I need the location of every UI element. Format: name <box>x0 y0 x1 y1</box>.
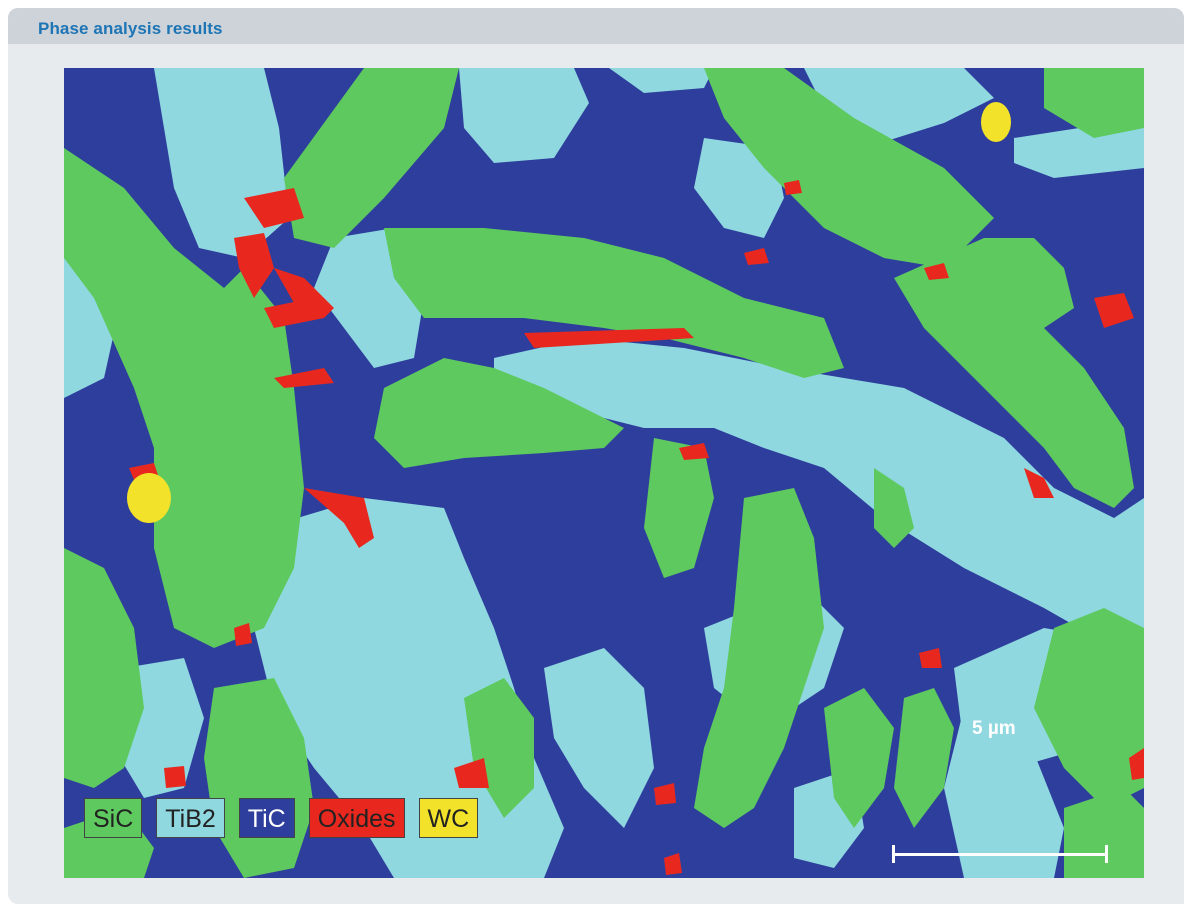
legend-sic: SiC <box>84 798 143 838</box>
panel-title: Phase analysis results <box>38 19 223 38</box>
oxide-regions <box>129 180 1144 875</box>
phase-map-illustration <box>64 68 1144 878</box>
wc-regions <box>127 102 1011 523</box>
legend-oxides: Oxides <box>308 798 405 838</box>
phase-legend: SiC TiB2 TiC Oxides WC <box>84 798 479 838</box>
panel-header: Phase analysis results <box>8 8 1184 44</box>
scale-bar-label: 5 µm <box>972 718 1016 739</box>
scale-bar <box>892 845 1108 863</box>
phase-map-image: SiC TiB2 TiC Oxides WC 5 µm <box>64 68 1144 878</box>
legend-tic: TiC <box>238 798 295 838</box>
phase-analysis-panel: Phase analysis results <box>8 8 1184 904</box>
legend-tib2: TiB2 <box>156 798 225 838</box>
legend-wc: WC <box>418 798 479 838</box>
